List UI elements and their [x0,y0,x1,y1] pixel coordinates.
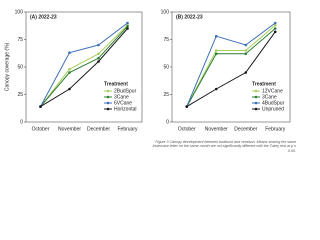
x-tick-label: February [117,126,138,132]
legend-label: 12VCane [262,88,283,94]
legend-marker [254,101,258,105]
point [126,25,129,28]
chart-title: (B) 2022-23 [176,14,203,20]
y-tick-label: 75 [17,37,23,43]
series-line [40,28,128,108]
point [273,30,277,34]
legend-title: Treatment [252,81,276,87]
legend-title: Treatment [104,81,128,87]
point [68,51,71,54]
legend-marker [254,89,258,93]
point [244,71,248,74]
series-line [40,25,128,107]
legend-label: 2BudSpur [114,88,137,94]
x-tick-label: February [265,126,286,132]
point [273,23,277,27]
figure: (A) 2022-23 Canopy coverage (%) 0 25 50 75 100… [4,9,296,153]
y-tick-label: 50 [163,64,169,70]
point [214,34,218,38]
y-tick-label: 0 [20,119,23,125]
point [97,56,100,60]
x-tick-label: December [234,126,257,132]
point [244,43,248,47]
point [273,21,277,25]
series-line [186,24,276,107]
y-tick-label: 25 [17,92,23,98]
point [97,60,100,63]
point [214,87,218,91]
series-line [40,24,128,107]
y-tick-label: 100 [15,9,24,15]
legend-marker [106,107,110,111]
legend-marker [254,95,258,99]
point [68,67,71,71]
y-tick-label: 75 [163,37,169,43]
legend-label: 4BudSpur [262,100,285,106]
legend-marker [106,95,110,99]
chart-title: (A) 2022-23 [30,14,57,20]
y-tick-label: 100 [161,9,170,15]
legend-label: Horizontal [114,106,137,112]
y-axis-label: Canopy coverage (%) [4,42,10,91]
x-tick-label: November [205,126,228,132]
legend-label: 3Cane [114,94,129,100]
legend-marker [106,89,110,93]
legend-label: Unpruned [262,106,284,112]
y-tick-label: 50 [17,64,23,70]
legend-label: 3Cane [262,94,277,100]
x-tick-label: October [32,126,50,132]
series-line [186,28,276,107]
point [244,52,248,56]
y-tick-label: 0 [166,119,169,125]
series-line [186,31,276,108]
caption: Figure 3 Canopy development between budb… [152,140,296,153]
point [126,21,129,25]
legend-label: 6VCane [114,100,132,106]
point [68,87,71,91]
point [68,71,71,74]
x-tick-label: November [58,126,81,132]
point [185,105,189,108]
x-tick-label: October [178,126,196,132]
point [39,105,42,108]
point [126,27,129,30]
point [244,49,248,52]
legend-marker [254,107,258,111]
point [273,27,277,30]
point [214,52,218,56]
series-line [40,22,128,107]
y-tick-label: 25 [163,92,169,98]
legend-marker [106,101,110,105]
point [214,49,218,52]
series-line [186,22,276,107]
point [97,52,100,56]
chart: (A) 2022-23 Canopy coverage (%) 0 25 50 75 100… [4,9,291,132]
point [97,43,100,47]
x-tick-label: December [87,126,110,132]
